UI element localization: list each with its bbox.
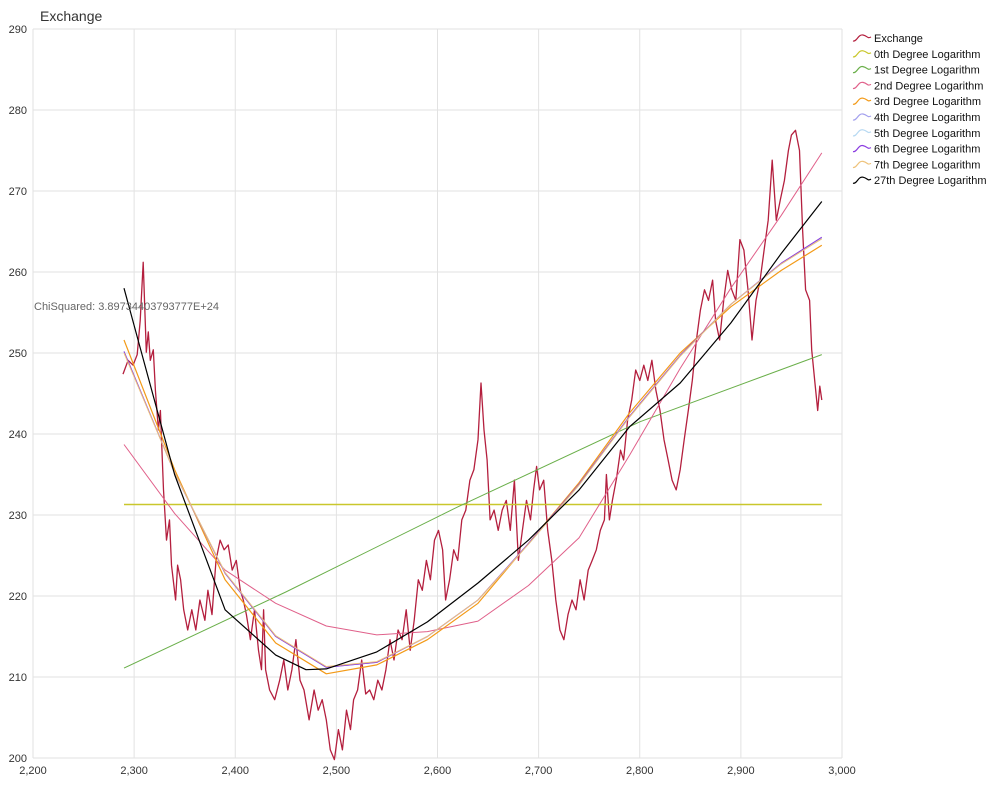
series-line-exchange [122, 129, 823, 761]
legend-item-1st-degree-logarithm[interactable]: 1st Degree Logarithm [852, 65, 980, 77]
y-tick-label: 270 [9, 186, 27, 198]
legend-wave-icon [852, 144, 872, 153]
x-tick-label: 2,900 [727, 765, 755, 777]
legend-label: 5th Degree Logarithm [874, 128, 980, 140]
legend-label: 4th Degree Logarithm [874, 112, 980, 124]
legend-wave-icon [852, 160, 872, 169]
x-tick-label: 2,700 [525, 765, 553, 777]
legend-item-exchange[interactable]: Exchange [852, 33, 923, 45]
y-tick-label: 200 [9, 753, 27, 765]
legend-item-6th-degree-logarithm[interactable]: 6th Degree Logarithm [852, 144, 980, 156]
x-tick-label: 2,400 [221, 765, 249, 777]
chart-title: Exchange [40, 8, 102, 24]
legend-item-4th-degree-logarithm[interactable]: 4th Degree Logarithm [852, 112, 980, 124]
legend-label: 27th Degree Logarithm [874, 175, 987, 187]
x-tick-label: 2,500 [323, 765, 351, 777]
y-tick-label: 220 [9, 591, 27, 603]
x-tick-label: 3,000 [828, 765, 856, 777]
x-tick-label: 2,200 [19, 765, 47, 777]
x-tick-label: 2,600 [424, 765, 452, 777]
legend-label: 3rd Degree Logarithm [874, 96, 981, 108]
legend-wave-icon [852, 81, 872, 90]
series-lines [122, 129, 823, 761]
series-line-2nd-degree-logarithm [123, 152, 823, 636]
legend-item-3rd-degree-logarithm[interactable]: 3rd Degree Logarithm [852, 96, 981, 108]
legend-item-27th-degree-logarithm[interactable]: 27th Degree Logarithm [852, 175, 987, 187]
series-line-5th-degree-logarithm [123, 237, 823, 668]
legend-wave-icon [852, 129, 872, 137]
y-tick-label: 230 [9, 510, 27, 522]
legend-label: 6th Degree Logarithm [874, 144, 980, 156]
series-line-6th-degree-logarithm [123, 236, 823, 668]
x-tick-label: 2,300 [120, 765, 148, 777]
legend-wave-icon [852, 50, 872, 58]
legend-wave-icon [852, 65, 872, 74]
legend-label: 7th Degree Logarithm [874, 159, 980, 171]
chi-squared-annotation: ChiSquared: 3.89734403793777E+24 [34, 301, 219, 313]
y-tick-label: 210 [9, 672, 27, 684]
legend-wave-icon [852, 113, 872, 121]
legend-label: 2nd Degree Logarithm [874, 80, 983, 92]
y-tick-label: 290 [9, 24, 27, 36]
y-tick-label: 260 [9, 267, 27, 279]
legend: Exchange 0th Degree Logarithm 1st Degree L… [852, 33, 987, 187]
legend-wave-icon [852, 34, 872, 42]
legend-wave-icon [852, 176, 872, 184]
series-line-4th-degree-logarithm [123, 237, 823, 668]
x-tick-label: 2,800 [626, 765, 654, 777]
legend-label: Exchange [874, 33, 923, 45]
legend-wave-icon [852, 97, 872, 105]
series-line-7th-degree-logarithm [123, 238, 823, 667]
legend-item-5th-degree-logarithm[interactable]: 5th Degree Logarithm [852, 128, 980, 140]
legend-item-2nd-degree-logarithm[interactable]: 2nd Degree Logarithm [852, 80, 983, 92]
y-tick-label: 240 [9, 429, 27, 441]
y-tick-label: 280 [9, 105, 27, 117]
axis-ticks: 2,200 2,300 2,400 2,500 2,600 2,700 2,800 2,900… [9, 24, 856, 777]
legend-item-7th-degree-logarithm[interactable]: 7th Degree Logarithm [852, 159, 980, 171]
series-line-1st-degree-logarithm [123, 354, 822, 669]
y-tick-label: 250 [9, 348, 27, 360]
legend-label: 1st Degree Logarithm [874, 65, 980, 77]
legend-item-0th-degree-logarithm[interactable]: 0th Degree Logarithm [852, 49, 980, 61]
legend-label: 0th Degree Logarithm [874, 49, 980, 61]
series-line-27th-degree-logarithm [123, 201, 823, 671]
grid [32, 28, 843, 759]
